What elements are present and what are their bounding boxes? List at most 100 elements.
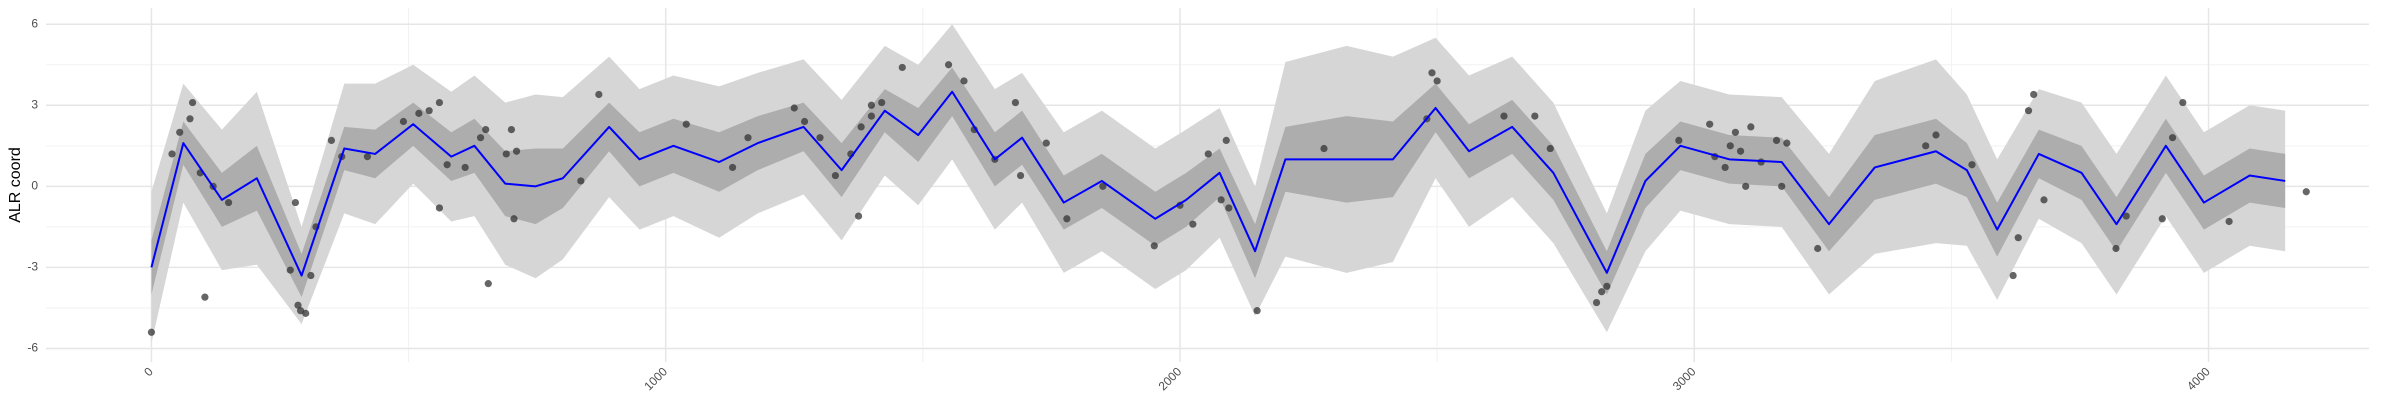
data-point bbox=[1783, 139, 1791, 147]
data-point bbox=[307, 271, 315, 280]
y-axis-label: ALR coord bbox=[7, 147, 24, 223]
data-point bbox=[1772, 136, 1781, 145]
data-point bbox=[867, 112, 876, 120]
data-point bbox=[898, 63, 906, 72]
data-point bbox=[461, 163, 469, 172]
data-point bbox=[2040, 196, 2048, 204]
data-point bbox=[857, 123, 865, 131]
x-tick-label: 4000 bbox=[2184, 364, 2213, 393]
data-point bbox=[2112, 244, 2120, 253]
data-point bbox=[1217, 196, 1225, 204]
data-point bbox=[1016, 171, 1025, 180]
data-point bbox=[1011, 98, 1020, 107]
data-point bbox=[507, 126, 516, 134]
data-point bbox=[682, 120, 690, 128]
data-point bbox=[728, 163, 737, 172]
data-point bbox=[595, 90, 603, 99]
data-point bbox=[1603, 282, 1611, 290]
data-point bbox=[1150, 242, 1158, 250]
data-point bbox=[878, 98, 886, 107]
data-point bbox=[302, 309, 310, 317]
data-point bbox=[1778, 182, 1786, 190]
data-point bbox=[1592, 298, 1601, 307]
data-point bbox=[435, 204, 444, 212]
data-point bbox=[2168, 134, 2177, 142]
data-point bbox=[425, 107, 433, 115]
data-point bbox=[2302, 188, 2310, 196]
data-point bbox=[1204, 150, 1212, 158]
data-point bbox=[1500, 112, 1508, 120]
data-point bbox=[512, 147, 521, 155]
data-point bbox=[1814, 244, 1822, 253]
data-point bbox=[2009, 271, 2017, 280]
data-point bbox=[176, 128, 184, 136]
data-point bbox=[2225, 217, 2233, 226]
data-point bbox=[476, 134, 485, 142]
data-point bbox=[1320, 144, 1328, 153]
data-point bbox=[147, 328, 156, 336]
data-point bbox=[2030, 90, 2038, 99]
data-point bbox=[790, 104, 798, 112]
x-tick-label: 1000 bbox=[641, 364, 670, 393]
data-point bbox=[186, 115, 194, 123]
data-point bbox=[1598, 288, 1606, 296]
data-point bbox=[484, 280, 492, 288]
data-point bbox=[1731, 128, 1740, 136]
data-point bbox=[1428, 69, 1436, 77]
data-point bbox=[1736, 147, 1745, 155]
y-tick-label: 0 bbox=[31, 179, 38, 193]
data-point bbox=[854, 212, 863, 220]
x-tick-label: 0 bbox=[141, 364, 156, 379]
data-point bbox=[816, 134, 824, 142]
data-point bbox=[1742, 182, 1750, 190]
data-point bbox=[168, 150, 176, 158]
data-point bbox=[1932, 131, 1940, 139]
data-point bbox=[2122, 212, 2130, 220]
data-point bbox=[291, 198, 300, 207]
x-tick-label: 3000 bbox=[1670, 364, 1699, 393]
data-point bbox=[399, 117, 408, 126]
data-point bbox=[1253, 307, 1261, 315]
data-point bbox=[1968, 161, 1976, 169]
data-point bbox=[1099, 182, 1107, 190]
data-point bbox=[867, 101, 876, 109]
data-point bbox=[443, 161, 451, 169]
x-tick-label: 2000 bbox=[1156, 364, 1185, 393]
data-point bbox=[415, 109, 423, 117]
data-point bbox=[363, 153, 372, 161]
y-tick-label: -3 bbox=[27, 260, 38, 274]
data-point bbox=[2024, 107, 2033, 115]
data-point bbox=[1721, 163, 1729, 172]
data-point bbox=[577, 177, 585, 185]
y-tick-label: -6 bbox=[27, 341, 38, 355]
data-point bbox=[944, 61, 953, 69]
data-point bbox=[1222, 136, 1230, 145]
y-tick-label: 3 bbox=[31, 97, 38, 111]
data-point bbox=[2179, 98, 2187, 107]
data-point bbox=[2158, 215, 2166, 223]
data-point bbox=[1531, 112, 1539, 120]
data-point bbox=[327, 136, 336, 145]
data-point bbox=[1042, 139, 1050, 147]
data-point bbox=[1747, 123, 1755, 131]
data-point bbox=[1922, 142, 1930, 150]
y-tick-label: 6 bbox=[31, 16, 38, 30]
data-point bbox=[502, 150, 510, 158]
data-point bbox=[294, 301, 302, 309]
data-point bbox=[2014, 234, 2022, 242]
mean-line bbox=[150, 90, 2286, 277]
data-point bbox=[1189, 220, 1197, 228]
data-point bbox=[435, 98, 444, 107]
data-point bbox=[800, 117, 809, 126]
data-point bbox=[286, 266, 294, 274]
data-point bbox=[831, 171, 840, 180]
data-point bbox=[201, 293, 209, 301]
data-point bbox=[188, 98, 197, 107]
data-point bbox=[1706, 120, 1714, 128]
data-point bbox=[1433, 77, 1441, 85]
data-point bbox=[1546, 144, 1554, 153]
data-point bbox=[744, 134, 752, 142]
data-point bbox=[482, 126, 490, 134]
data-point bbox=[960, 77, 968, 85]
data-point bbox=[1726, 142, 1734, 150]
